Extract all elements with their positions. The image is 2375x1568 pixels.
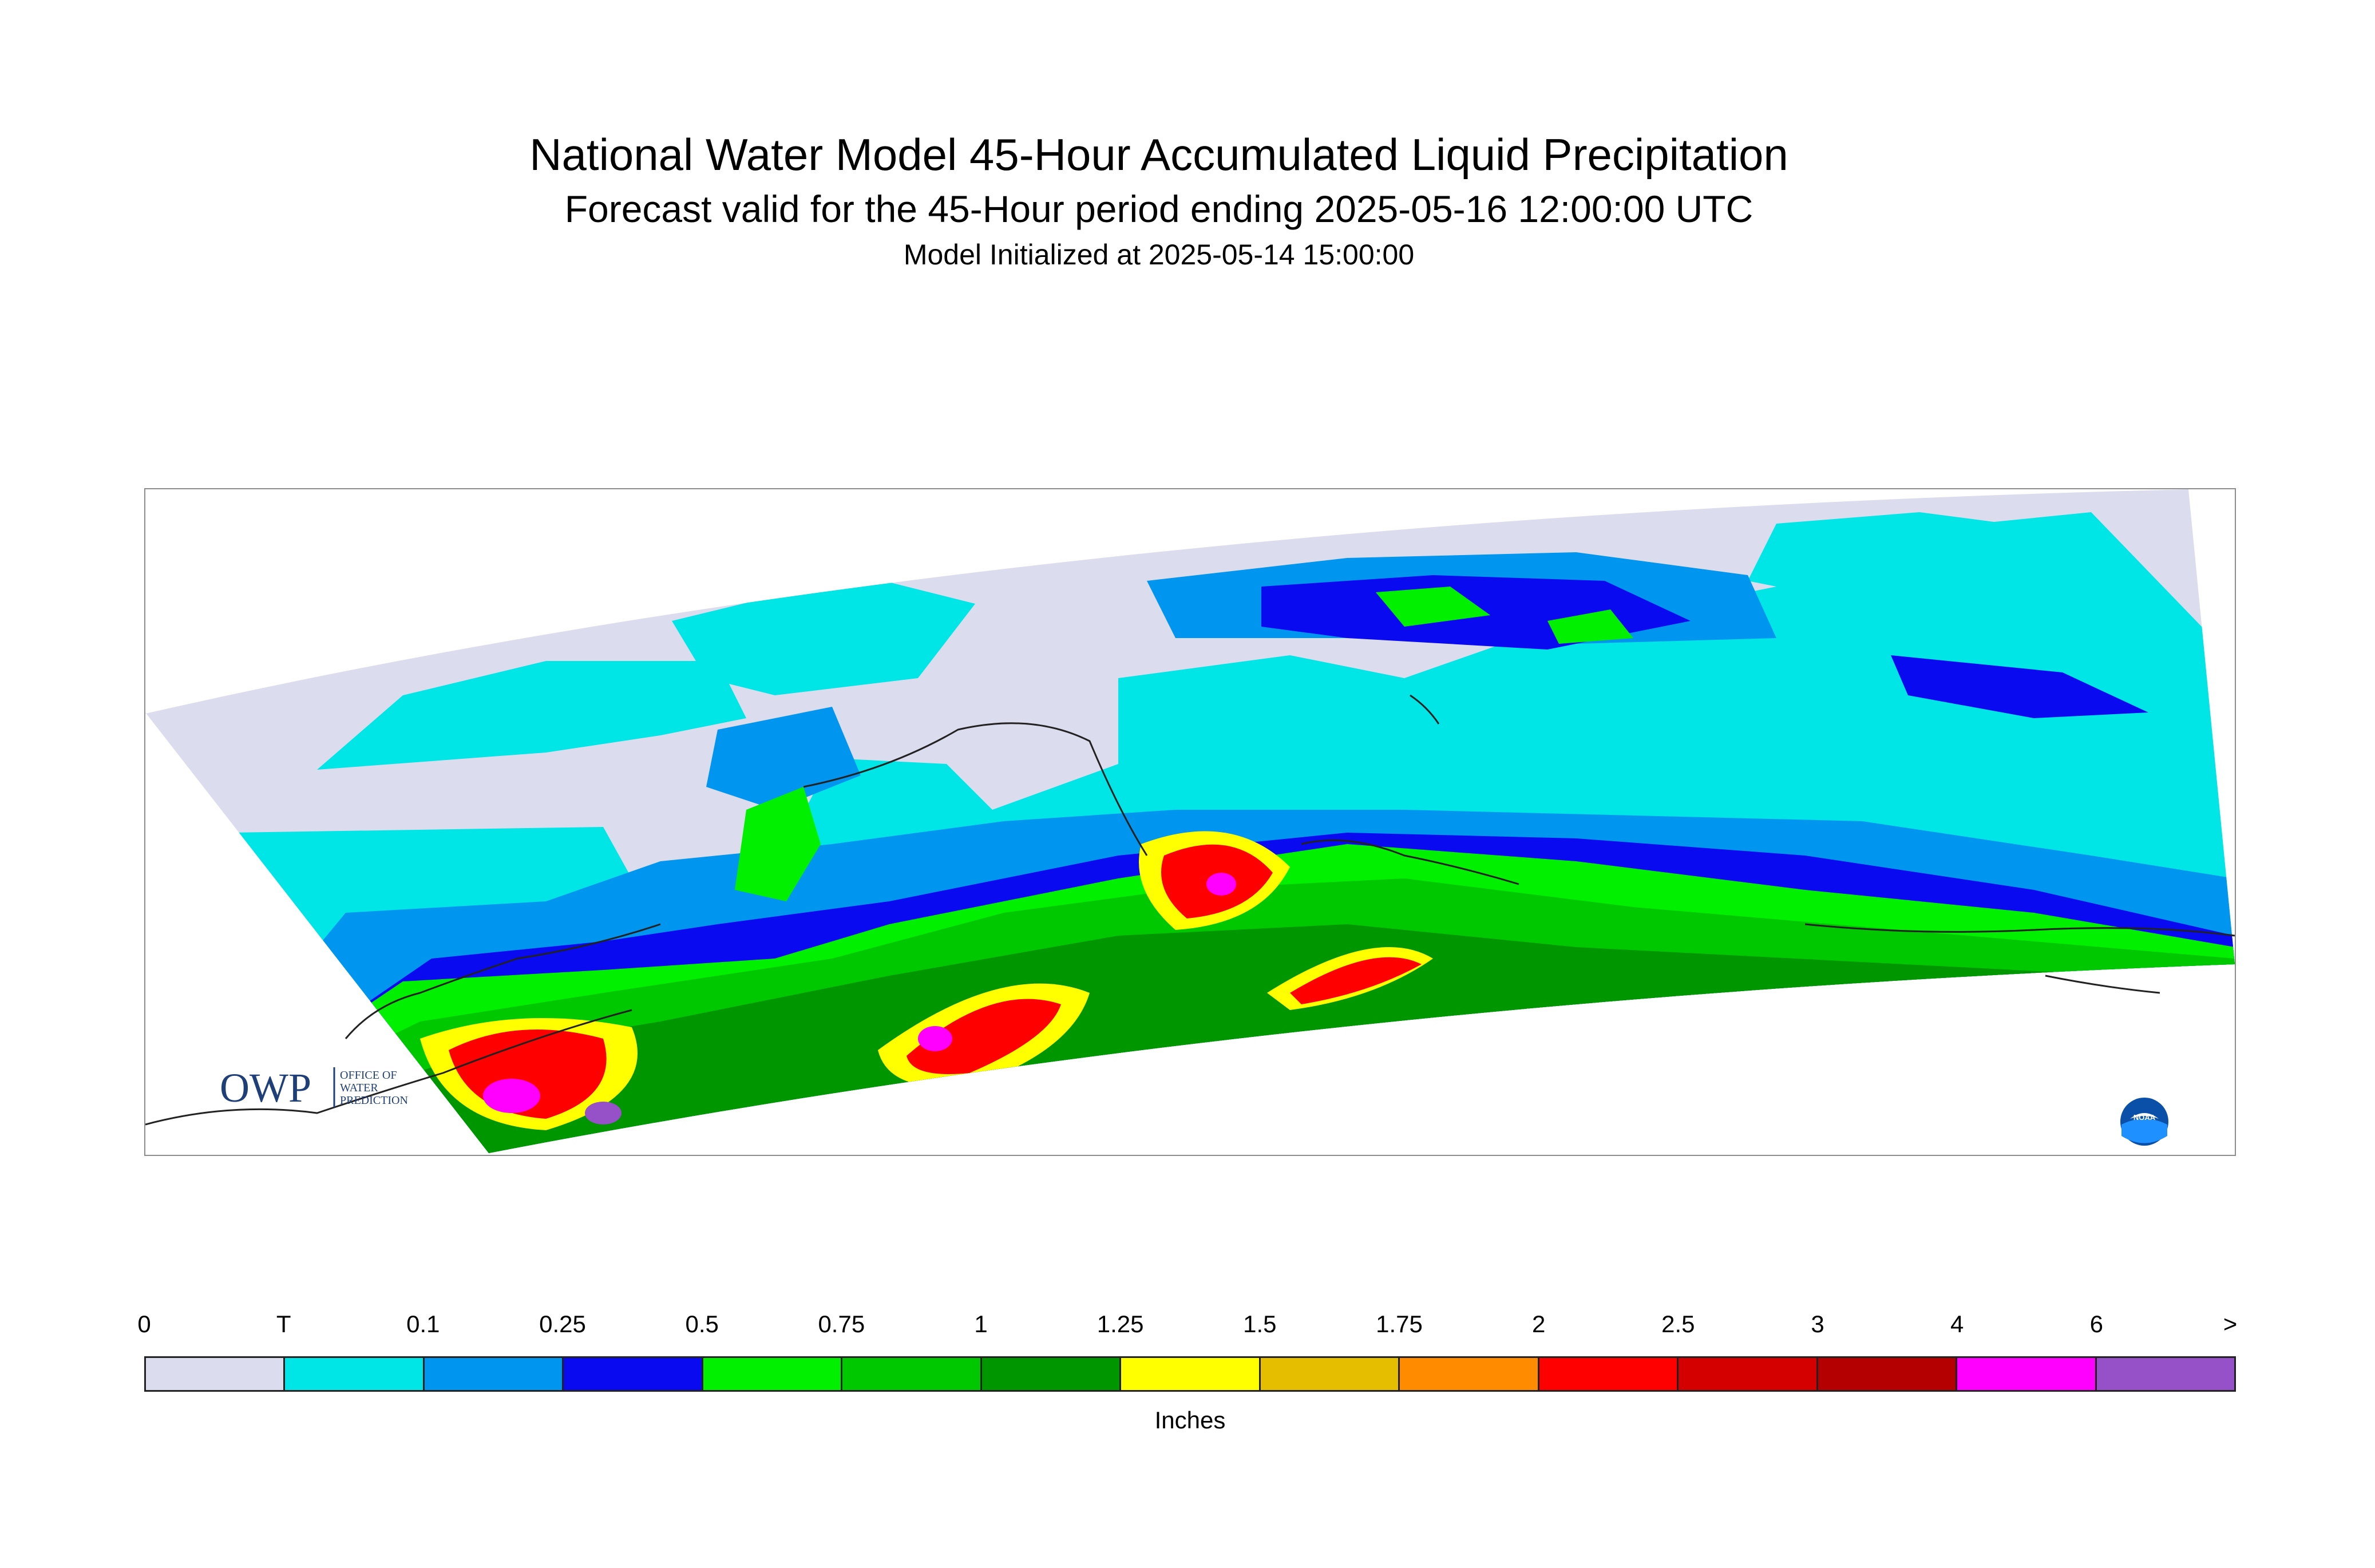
map-title: National Water Model 45-Hour Accumulated… [529,129,1788,180]
legend-tick: 1 [974,1310,988,1337]
precipitation-map: OWP OFFICE OF WATER PREDICTION NOAA [144,488,2236,1156]
intense-core-east-2 [1290,957,1422,1004]
map-canvas [145,489,2235,1153]
legend-unit-label: Inches [1154,1407,1226,1434]
color-legend: 0 T 0.1 0.25 0.5 0.75 1 1.25 1.5 1.75 2 2.5 3 4 6 > Inc… [137,1310,2238,1448]
title-block: National Water Model 45-Hour Accumulated… [0,126,2318,275]
legend-swatch [1260,1358,1400,1390]
trace-area-west [317,661,746,770]
legend-swatch [424,1358,564,1390]
legend-tick: 0 [137,1310,151,1337]
light-field-3 [706,707,861,810]
legend-swatch [564,1358,703,1390]
legend-tick: > [2223,1310,2238,1337]
heavy-field-3 [1376,587,1490,627]
legend-swatch [1957,1358,2097,1390]
legend-tick: 0.75 [818,1310,865,1337]
legend-swatch [1539,1358,1679,1390]
legend-tick: 2.5 [1661,1310,1695,1337]
model-init-line: Model Initialized at 2025-05-14 15:00:00 [903,239,1415,271]
moderate-field-3 [1891,655,2148,718]
legend-swatch [1818,1358,1958,1390]
owp-line-2: WATER [340,1082,378,1094]
owp-line-3: PREDICTION [340,1094,408,1107]
legend-swatch [2096,1358,2235,1390]
legend-swatch [146,1358,286,1390]
legend-swatch [1400,1358,1539,1390]
legend-tick: 1.75 [1376,1310,1423,1337]
noaa-mark: NOAA [2133,1113,2156,1122]
heavy-field-4 [1547,609,1633,644]
owp-mark: OWP [220,1065,311,1111]
coastline-outlines [145,694,2235,1126]
legend-colorbar [144,1356,2236,1392]
extreme-core-west [483,1079,540,1113]
extreme-core-central [918,1026,952,1051]
owp-logo-graphic: OWP OFFICE OF WATER PREDICTION [220,1065,408,1111]
heavy-field-2 [735,787,821,901]
legend-swatch [1679,1358,1818,1390]
owp-line-1: OFFICE OF [340,1069,397,1082]
legend-tick: 6 [2089,1310,2104,1337]
legend-tick: 4 [1950,1310,1964,1337]
legend-swatch [285,1358,425,1390]
legend-tick: 0.5 [685,1310,719,1337]
legend-tick: T [276,1310,291,1337]
legend-swatch [981,1358,1122,1390]
legend-swatch [842,1358,982,1390]
precip-field [145,512,2235,1153]
legend-tick: 1.5 [1243,1310,1277,1337]
legend-swatch [1121,1358,1261,1390]
extreme-core-east [1206,873,1236,896]
extreme-core-west-inner [585,1102,622,1124]
noaa-logo-graphic: NOAA [2120,1098,2168,1146]
legend-tick: 2 [1531,1310,1546,1337]
trace-area-east [1748,512,2051,604]
legend-tick: 0.25 [539,1310,586,1337]
legend-tick: 3 [1811,1310,1824,1337]
legend-tick: 0.1 [406,1310,440,1337]
intense-core-central [907,999,1061,1074]
legend-tick: 1.25 [1097,1310,1144,1337]
trace-area-north [672,575,975,695]
map-subtitle: Forecast valid for the 45-Hour period en… [564,188,1753,230]
legend-swatch [703,1358,843,1390]
